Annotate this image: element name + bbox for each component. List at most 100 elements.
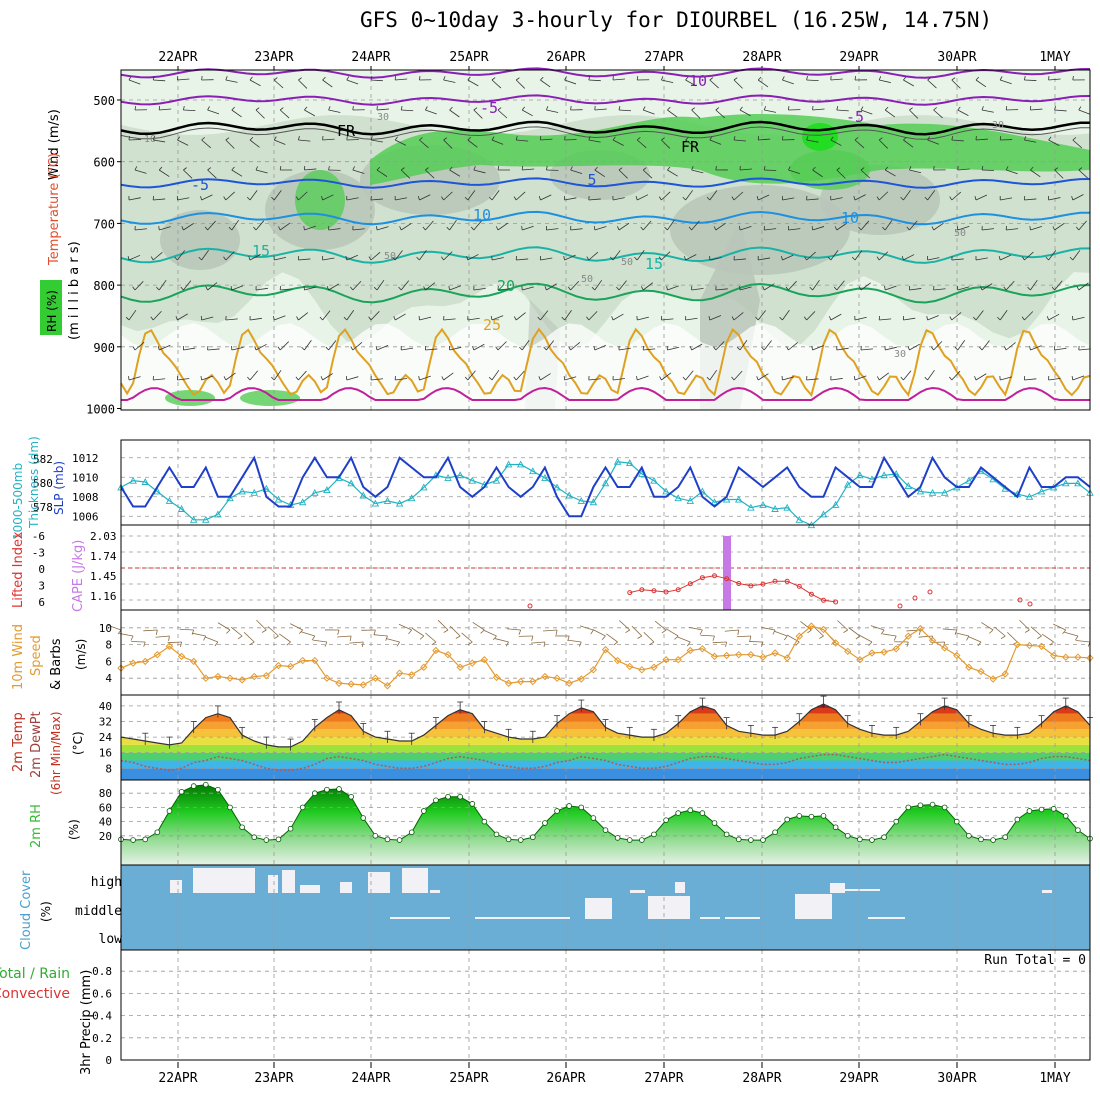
wind-barb — [443, 139, 453, 149]
wind-barb — [570, 169, 583, 174]
wind-barb — [443, 372, 454, 381]
date-label-bottom: 25APR — [449, 1071, 488, 1086]
rh-point — [735, 836, 742, 843]
wind-barb — [568, 346, 571, 351]
thickness-point — [868, 475, 876, 483]
wind-barb — [273, 369, 282, 381]
wind-barb — [709, 190, 718, 201]
wind-barb-10m — [443, 629, 449, 633]
wind-barb — [441, 256, 444, 261]
wind-speed-point — [819, 625, 828, 634]
wind-barb-10m — [373, 629, 376, 635]
wind-barb — [207, 282, 218, 291]
wind-barb — [158, 166, 163, 171]
wind-barb — [927, 190, 936, 201]
wind-barb — [419, 75, 421, 81]
rh-green-blob — [240, 390, 300, 406]
wind-barb — [903, 370, 912, 381]
wind-barb-10m — [649, 641, 655, 645]
y-label-minmax: (6hr Min/Max) — [49, 712, 63, 796]
wind-barb — [636, 75, 639, 81]
wind-barb — [906, 226, 910, 231]
wind-speed-point — [722, 651, 731, 660]
thickness-point — [843, 480, 852, 488]
cape-tick: 1.45 — [90, 570, 117, 583]
rh-point — [941, 804, 948, 811]
wind-barb — [588, 198, 601, 201]
cloud-mid-gap — [725, 917, 760, 919]
wind-speed-point — [904, 632, 913, 640]
wind-barb — [974, 196, 977, 201]
wind-barb — [685, 317, 698, 321]
rh-point — [554, 808, 560, 814]
wind-barb — [231, 169, 243, 177]
rh-point — [953, 818, 960, 825]
wind-barb-10m — [590, 629, 594, 635]
wind-barb-10m — [518, 629, 522, 635]
wind-barb — [713, 346, 717, 351]
wind-speed-point — [795, 632, 804, 640]
wind-barb — [1078, 220, 1087, 231]
wind-barb — [706, 196, 711, 201]
slp-tick: 1006 — [72, 510, 99, 523]
wind-barb — [522, 109, 533, 117]
wind-barb-10m — [337, 629, 340, 635]
wind-barb — [854, 375, 867, 381]
wind-barb-10m — [396, 641, 400, 647]
cloud-high-gap — [368, 872, 390, 893]
wind-barb — [399, 226, 402, 231]
wind-barb — [758, 138, 771, 141]
contour-label: -5 — [191, 176, 209, 194]
y-label-thickness-units: Thickness (dm) — [27, 436, 41, 529]
contour-label: -5 — [846, 108, 864, 126]
wind-barb — [490, 316, 493, 321]
wind-barb — [885, 285, 897, 291]
wind-speed-point — [965, 663, 973, 671]
wind-barb-10m — [1052, 623, 1066, 631]
wind-barb — [1072, 250, 1081, 261]
wind-barb-10m — [299, 629, 303, 634]
wind-barb — [860, 109, 873, 115]
wind-speed-point — [844, 647, 852, 656]
cloud-mid-gap — [390, 917, 450, 919]
wind-barb — [636, 375, 638, 381]
y-label-temperature: Temperature (°C) — [47, 153, 62, 266]
wind-barb — [1054, 280, 1063, 291]
temp-band — [121, 752, 1090, 761]
wind-barb — [159, 344, 171, 351]
thickness-point — [747, 503, 755, 511]
wind-barb — [152, 76, 155, 81]
wind-barb — [903, 139, 914, 148]
wind-barb — [298, 258, 311, 261]
date-label-top: 30APR — [937, 50, 976, 65]
wind-barb — [836, 169, 846, 179]
dewpoint-line — [120, 753, 1091, 772]
wind-barb — [736, 346, 741, 351]
wind-barb — [319, 316, 323, 321]
wind-barb-10m — [204, 636, 219, 643]
wind-barb — [393, 316, 396, 321]
cloud-high-gap — [830, 883, 845, 893]
wind-barb — [201, 194, 213, 201]
wind-barb — [594, 226, 607, 231]
wind-barb-10m — [385, 638, 400, 643]
wind-barb — [497, 341, 507, 351]
wind-barb — [128, 76, 132, 81]
isotherm-20 — [120, 282, 1091, 304]
wind-speed-point — [613, 656, 622, 665]
slp-line — [120, 455, 1091, 518]
wind-barb — [443, 191, 453, 201]
cloud-high-gap — [193, 868, 255, 893]
wind-barb — [634, 256, 638, 261]
wind-barb — [1078, 348, 1091, 351]
wind-barb — [782, 309, 790, 321]
wind-barb-10m — [1007, 631, 1018, 643]
contour-label: 30 — [992, 120, 1004, 131]
wind-barb — [298, 139, 311, 142]
wind-speed-point — [468, 659, 476, 667]
rh-point — [687, 807, 694, 814]
wind-barb-10m — [214, 641, 219, 647]
cloud-high-gap — [1042, 890, 1052, 893]
lifted-index-point — [748, 583, 754, 589]
wind-barb — [304, 340, 312, 351]
